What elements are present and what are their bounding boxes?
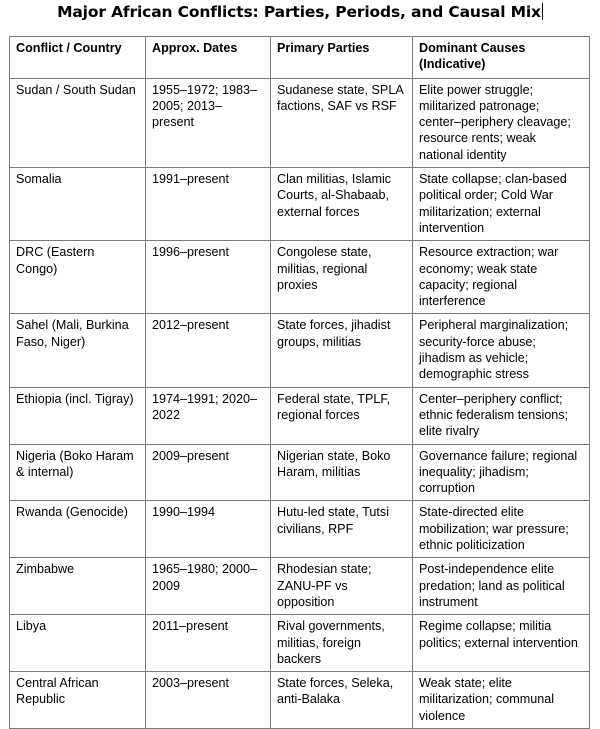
cell-dates: 2003–present bbox=[145, 671, 271, 729]
cell-conflict: Somalia bbox=[9, 167, 146, 242]
column-header-parties: Primary Parties bbox=[270, 36, 413, 79]
cell-parties: Clan militias, Islamic Courts, al-Shabaa… bbox=[270, 167, 413, 242]
column-header-conflict: Conflict / Country bbox=[9, 36, 146, 79]
conflicts-table: Conflict / Country Approx. Dates Primary… bbox=[9, 36, 590, 729]
cell-parties: State forces, jihadist groups, militias bbox=[270, 313, 413, 388]
cell-parties: Federal state, TPLF, regional forces bbox=[270, 386, 413, 445]
cell-dates: 2009–present bbox=[145, 443, 271, 502]
table-row: Libya 2011–present Rival governments, mili… bbox=[9, 614, 590, 673]
cell-causes: Peripheral marginalization; security-for… bbox=[412, 313, 590, 388]
cell-dates: 2011–present bbox=[145, 614, 271, 673]
column-header-causes: Dominant Causes (Indicative) bbox=[412, 36, 590, 79]
cell-causes: State collapse; clan-based political ord… bbox=[412, 167, 590, 242]
cell-parties: Hutu-led state, Tutsi civilians, RPF bbox=[270, 500, 413, 559]
document-page: Major African Conflicts: Parties, Period… bbox=[0, 3, 600, 729]
column-header-dates: Approx. Dates bbox=[145, 36, 271, 79]
cell-dates: 1974–1991; 2020–2022 bbox=[145, 386, 271, 445]
table-row: Sahel (Mali, Burkina Faso, Niger) 2012–pr… bbox=[9, 313, 590, 388]
cell-parties: Congolese state, militias, regional prox… bbox=[270, 240, 413, 315]
table-body: Sudan / South Sudan 1955–1972; 1983–2005;… bbox=[9, 77, 590, 729]
table-row: Sudan / South Sudan 1955–1972; 1983–2005;… bbox=[9, 77, 590, 169]
cell-conflict: Sahel (Mali, Burkina Faso, Niger) bbox=[9, 313, 146, 388]
cell-dates: 1996–present bbox=[145, 240, 271, 315]
cell-dates: 1990–1994 bbox=[145, 500, 271, 559]
cell-causes: Elite power struggle; militarized patron… bbox=[412, 77, 590, 169]
cell-parties: Sudanese state, SPLA factions, SAF vs RS… bbox=[270, 77, 413, 169]
cell-dates: 1991–present bbox=[145, 167, 271, 242]
cell-causes: Governance failure; regional inequality;… bbox=[412, 443, 590, 502]
conflicts-table-container: Conflict / Country Approx. Dates Primary… bbox=[9, 36, 590, 729]
cell-conflict: Ethiopia (incl. Tigray) bbox=[9, 386, 146, 445]
cell-causes: Regime collapse; militia politics; exter… bbox=[412, 614, 590, 673]
table-row: Rwanda (Genocide) 1990–1994 Hutu-led state… bbox=[9, 500, 590, 559]
cell-parties: Nigerian state, Boko Haram, militias bbox=[270, 443, 413, 502]
table-header-row: Conflict / Country Approx. Dates Primary… bbox=[9, 36, 590, 79]
table-row: Somalia 1991–present Clan militias, Islami… bbox=[9, 167, 590, 242]
page-title[interactable]: Major African Conflicts: Parties, Period… bbox=[0, 3, 600, 21]
cell-parties: Rival governments, militias, foreign bac… bbox=[270, 614, 413, 673]
cell-conflict: Sudan / South Sudan bbox=[9, 77, 146, 169]
table-row: Nigeria (Boko Haram & internal) 2009–pres… bbox=[9, 443, 590, 502]
cell-conflict: Zimbabwe bbox=[9, 557, 146, 616]
cell-causes: Weak state; elite militarization; commun… bbox=[412, 671, 590, 729]
cell-dates: 1955–1972; 1983–2005; 2013–present bbox=[145, 77, 271, 169]
cell-conflict: Nigeria (Boko Haram & internal) bbox=[9, 443, 146, 502]
table-row: DRC (Eastern Congo) 1996–present Congolese… bbox=[9, 240, 590, 315]
cell-parties: State forces, Seleka, anti-Balaka bbox=[270, 671, 413, 729]
table-header: Conflict / Country Approx. Dates Primary… bbox=[9, 36, 590, 79]
cell-conflict: Central African Republic bbox=[9, 671, 146, 729]
cell-parties: Rhodesian state; ZANU-PF vs opposition bbox=[270, 557, 413, 616]
cell-dates: 2012–present bbox=[145, 313, 271, 388]
page-title-text: Major African Conflicts: Parties, Period… bbox=[57, 3, 541, 21]
cell-causes: State-directed elite mobilization; war p… bbox=[412, 500, 590, 559]
table-row: Central African Republic 2003–present Stat… bbox=[9, 671, 590, 729]
cell-conflict: Libya bbox=[9, 614, 146, 673]
text-caret bbox=[541, 3, 543, 20]
cell-causes: Center–periphery conflict; ethnic federa… bbox=[412, 386, 590, 445]
cell-dates: 1965–1980; 2000–2009 bbox=[145, 557, 271, 616]
cell-causes: Post-independence elite predation; land … bbox=[412, 557, 590, 616]
table-row: Ethiopia (incl. Tigray) 1974–1991; 2020–2… bbox=[9, 386, 590, 445]
cell-conflict: Rwanda (Genocide) bbox=[9, 500, 146, 559]
cell-causes: Resource extraction; war economy; weak s… bbox=[412, 240, 590, 315]
table-row: Zimbabwe 1965–1980; 2000–2009 Rhodesian st… bbox=[9, 557, 590, 616]
cell-conflict: DRC (Eastern Congo) bbox=[9, 240, 146, 315]
